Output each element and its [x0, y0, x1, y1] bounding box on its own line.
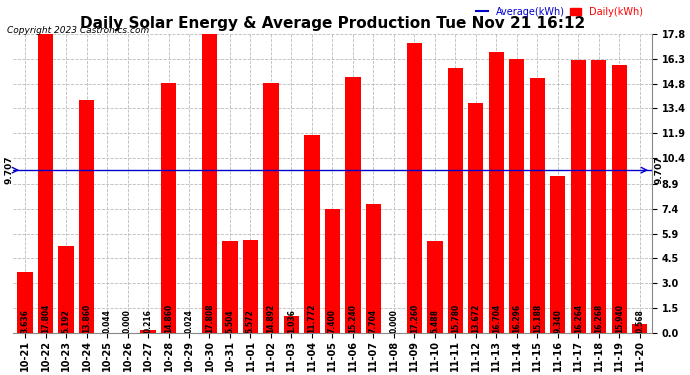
Text: 9.707: 9.707 [4, 156, 13, 184]
Text: 9.707: 9.707 [654, 156, 663, 184]
Text: 11.772: 11.772 [308, 303, 317, 333]
Text: 16.704: 16.704 [492, 303, 501, 333]
Bar [366, 204, 381, 333]
Bar [264, 83, 279, 333]
Text: 16.268: 16.268 [594, 303, 603, 333]
Bar [406, 43, 422, 333]
Bar [591, 60, 607, 333]
Text: 1.036: 1.036 [287, 309, 296, 333]
Text: 5.504: 5.504 [226, 309, 235, 333]
Bar [161, 83, 176, 333]
Bar [325, 209, 340, 333]
Text: 0.024: 0.024 [184, 309, 193, 333]
Text: 17.808: 17.808 [205, 303, 214, 333]
Title: Daily Solar Energy & Average Production Tue Nov 21 16:12: Daily Solar Energy & Average Production … [80, 16, 585, 32]
Text: 15.240: 15.240 [348, 304, 357, 333]
Text: 14.892: 14.892 [266, 303, 275, 333]
Bar [448, 68, 463, 333]
Bar [59, 246, 74, 333]
Text: 15.780: 15.780 [451, 303, 460, 333]
Bar [304, 135, 319, 333]
Bar [571, 60, 586, 333]
Text: 9.340: 9.340 [553, 309, 562, 333]
Bar [79, 100, 95, 333]
Bar [222, 241, 237, 333]
Text: 0.044: 0.044 [103, 309, 112, 333]
Bar [201, 34, 217, 333]
Text: 5.192: 5.192 [61, 309, 70, 333]
Text: 15.188: 15.188 [533, 303, 542, 333]
Text: 15.940: 15.940 [615, 304, 624, 333]
Text: 16.296: 16.296 [512, 303, 521, 333]
Text: 7.704: 7.704 [369, 309, 378, 333]
Bar [611, 65, 627, 333]
Text: 7.400: 7.400 [328, 309, 337, 333]
Bar [17, 272, 33, 333]
Text: 0.000: 0.000 [389, 309, 398, 333]
Text: 17.260: 17.260 [410, 303, 419, 333]
Bar [550, 176, 565, 333]
Bar [284, 316, 299, 333]
Text: 13.672: 13.672 [471, 303, 480, 333]
Text: 3.636: 3.636 [21, 309, 30, 333]
Text: Copyright 2023 Castronics.com: Copyright 2023 Castronics.com [7, 26, 149, 35]
Bar [509, 59, 524, 333]
Bar [489, 53, 504, 333]
Bar [140, 330, 156, 333]
Text: 13.860: 13.860 [82, 303, 91, 333]
Bar [38, 34, 53, 333]
Bar [632, 324, 647, 333]
Text: 0.000: 0.000 [123, 309, 132, 333]
Text: 5.488: 5.488 [431, 309, 440, 333]
Bar [530, 78, 545, 333]
Bar [427, 241, 442, 333]
Bar [345, 77, 361, 333]
Bar [243, 240, 258, 333]
Text: 5.572: 5.572 [246, 309, 255, 333]
Text: 17.804: 17.804 [41, 303, 50, 333]
Bar [468, 104, 484, 333]
Legend: Average(kWh), Daily(kWh): Average(kWh), Daily(kWh) [473, 3, 647, 21]
Text: 16.264: 16.264 [574, 303, 583, 333]
Text: 14.860: 14.860 [164, 303, 173, 333]
Text: 0.216: 0.216 [144, 309, 152, 333]
Text: 0.568: 0.568 [635, 309, 644, 333]
